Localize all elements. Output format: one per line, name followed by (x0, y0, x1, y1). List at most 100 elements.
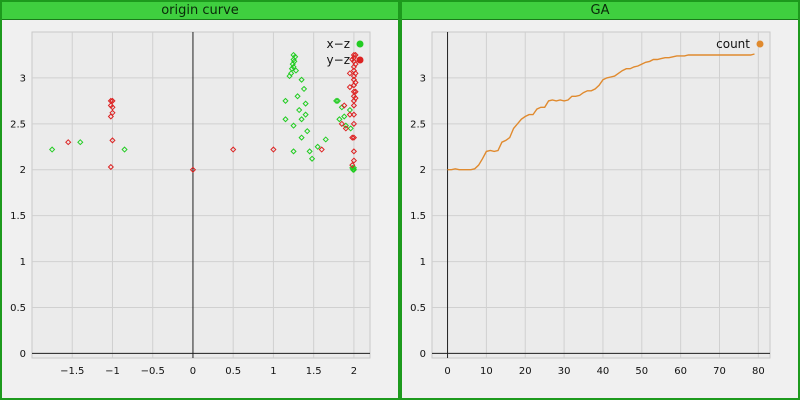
y-tick-label: 2 (20, 165, 26, 176)
x-tick-label: 20 (519, 366, 532, 377)
data-point (314, 143, 321, 150)
data-point (352, 79, 359, 86)
data-point (294, 93, 301, 100)
x-tick-label: 10 (480, 366, 493, 377)
data-point (290, 122, 297, 129)
x-tick-label: −1 (105, 366, 120, 377)
data-point (346, 70, 353, 77)
data-point (306, 148, 313, 155)
x-tick-label: 0.5 (225, 366, 241, 377)
data-point (333, 97, 340, 104)
data-point (350, 51, 358, 59)
plot-area (431, 31, 771, 359)
data-point (290, 63, 297, 71)
data-point (352, 70, 359, 77)
data-point (109, 104, 116, 111)
data-point (352, 51, 359, 59)
y-tick-label: 0.5 (410, 303, 426, 314)
y-tick-label: 1 (20, 257, 26, 268)
ga-chart: 0 10 20 30 40 50 60 70 80 0 0.5 1 1.5 2 2.5 3 count (410, 31, 771, 377)
legend-marker (756, 40, 764, 48)
data-point (349, 162, 356, 169)
data-point (334, 97, 341, 104)
origin-curve-panel: origin curve −1.5 −1 −0.5 0 0.5 1 1.5 2 0 0.5 1 1.5… (0, 0, 400, 400)
legend-label: y−z (327, 53, 350, 67)
y-tick-label: 1.5 (10, 211, 26, 222)
data-point (350, 111, 358, 118)
data-point (350, 120, 358, 127)
data-point (121, 146, 128, 153)
data-point (338, 120, 345, 127)
origin-curve-chart: −1.5 −1 −0.5 0 0.5 1 1.5 2 0 0.5 1 1.5 2 2.5 3 x−z y−z (10, 31, 371, 377)
data-point (342, 125, 349, 132)
y-tick-label: 3 (420, 73, 426, 84)
data-point (109, 97, 116, 104)
x-tick-label: 40 (597, 366, 610, 377)
data-point (341, 102, 348, 109)
legend-label: count (716, 37, 750, 51)
data-point (107, 163, 114, 171)
data-point (350, 148, 358, 155)
origin-curve-title: origin curve (2, 2, 398, 20)
data-point (288, 70, 295, 77)
data-point (291, 58, 298, 65)
data-point (290, 148, 297, 155)
y-tick-label: 2.5 (10, 119, 26, 130)
data-point (347, 125, 354, 132)
data-point (298, 76, 305, 83)
data-point (298, 134, 305, 141)
y-tick-label: 1.5 (410, 211, 426, 222)
data-point (296, 106, 303, 114)
data-point (300, 85, 308, 93)
data-point (318, 146, 325, 153)
data-point (65, 139, 72, 146)
y-tick-label: 0 (20, 349, 26, 360)
data-point (302, 100, 309, 107)
data-point (270, 146, 277, 153)
data-point (308, 155, 316, 162)
data-point (302, 111, 309, 118)
x-tick-label: 30 (558, 366, 571, 377)
data-point (346, 111, 353, 118)
data-point (352, 95, 359, 102)
data-point (292, 67, 300, 74)
data-point (304, 128, 311, 135)
x-tick-label: 80 (752, 366, 765, 377)
x-tick-label: 50 (635, 366, 648, 377)
data-point (77, 139, 84, 146)
legend-label: x−z (327, 37, 350, 51)
y-tick-label: 2.5 (410, 119, 426, 130)
data-point (350, 157, 358, 164)
data-point (107, 113, 114, 120)
x-tick-label: 0 (190, 366, 196, 377)
x-tick-label: −0.5 (141, 366, 165, 377)
data-point (322, 136, 329, 143)
y-tick-label: 0.5 (10, 303, 26, 314)
x-tick-label: 0 (444, 366, 450, 377)
data-point (49, 146, 56, 153)
y-tick-label: 3 (20, 73, 26, 84)
x-tick-label: 60 (674, 366, 687, 377)
y-tick-label: 0 (420, 349, 426, 360)
data-point (352, 61, 359, 68)
plot-area (31, 31, 371, 359)
legend-marker (356, 40, 364, 48)
data-point (282, 97, 289, 104)
ga-title: GA (402, 2, 798, 20)
data-point (349, 134, 356, 141)
series-line (447, 53, 755, 171)
data-point (350, 102, 358, 109)
x-tick-label: 70 (713, 366, 726, 377)
data-point (282, 116, 289, 123)
data-point (230, 146, 237, 153)
data-point (341, 113, 348, 120)
data-point (288, 65, 296, 72)
x-tick-label: −1.5 (60, 366, 84, 377)
y-tick-label: 1 (420, 257, 426, 268)
data-point (109, 137, 116, 144)
data-point (298, 116, 305, 123)
data-point (350, 134, 358, 141)
data-point (189, 166, 197, 173)
data-point (352, 88, 359, 95)
x-tick-label: 1.5 (306, 366, 322, 377)
